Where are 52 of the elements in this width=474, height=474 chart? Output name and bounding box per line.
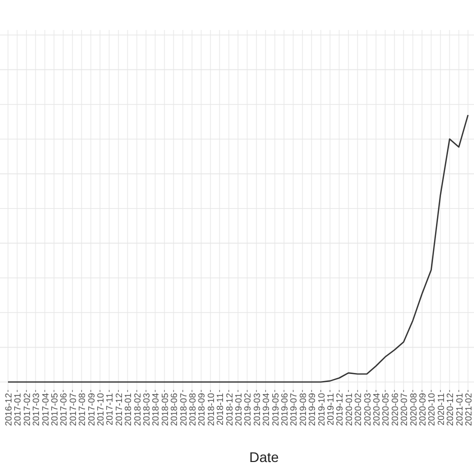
x-tick-label: 2017-09 <box>86 393 96 426</box>
x-tick-label: 2019-02 <box>242 393 253 426</box>
x-tick-label: 2019-01 <box>234 393 244 426</box>
x-tick-label: 2018-12 <box>224 393 234 426</box>
x-tick-label: 2019-06 <box>280 393 290 426</box>
x-tick-label: 2020-03 <box>362 393 372 426</box>
x-tick-label: 2017-03 <box>31 393 42 426</box>
x-tick-label: 2020-04 <box>372 393 382 426</box>
x-tick-label: 2019-08 <box>298 393 308 426</box>
x-tick-label: 2019-09 <box>307 393 318 426</box>
x-tick-label: 2018-11 <box>215 393 226 426</box>
x-tick-label: 2017-02 <box>22 393 32 426</box>
x-tick-label: 2017-11 <box>104 393 115 426</box>
x-tick-label: 2019-04 <box>261 393 272 426</box>
x-tick-label: 2018-10 <box>206 393 216 426</box>
x-tick-label: 2020-09 <box>418 393 428 426</box>
x-tick-label: 2018-07 <box>178 393 188 426</box>
x-tick-label: 2018-06 <box>169 393 180 426</box>
x-tick-label: 2018-04 <box>150 393 161 426</box>
x-tick-label: 2019-11 <box>326 393 336 426</box>
x-tick-label: 2019-07 <box>288 393 299 426</box>
x-tick-label: 2020-08 <box>408 393 418 426</box>
x-axis-title: Date <box>249 449 279 465</box>
x-tick-label: 2017-04 <box>40 393 50 426</box>
x-tick-label: 2017-06 <box>58 393 69 426</box>
x-tick-label: 2020-10 <box>426 393 437 426</box>
x-tick-label: 2020-12 <box>445 393 456 426</box>
x-tick-label: 2017-01 <box>12 393 23 426</box>
x-tick-label: 2017-10 <box>96 393 106 426</box>
x-tick-label: 2019-03 <box>252 393 262 426</box>
x-tick-label: 2018-09 <box>196 393 207 426</box>
x-tick-label: 2017-12 <box>114 393 124 426</box>
x-tick-label: 2019-12 <box>334 393 345 426</box>
x-tick-label: 2020-02 <box>353 393 364 426</box>
x-tick-label: 2017-08 <box>77 393 88 426</box>
x-tick-label: 2020-11 <box>436 393 446 426</box>
x-tick-label: 2021-01 <box>454 393 464 426</box>
x-tick-label: 2018-05 <box>160 393 170 426</box>
x-tick-label: 2020-07 <box>399 393 410 426</box>
x-tick-label: 2020-01 <box>344 393 354 426</box>
x-tick-label: 2021-02 <box>464 393 474 426</box>
x-tick-label: 2020-05 <box>380 393 391 426</box>
x-tick-label: 2019-05 <box>270 393 280 426</box>
x-tick-label: 2018-02 <box>132 393 142 426</box>
x-tick-label: 2017-07 <box>68 393 78 426</box>
x-tick-label: 2019-10 <box>316 393 326 426</box>
x-tick-label: 2018-08 <box>188 393 198 426</box>
x-tick-label: 2020-06 <box>390 393 400 426</box>
x-tick-label: 2018-03 <box>142 393 152 426</box>
x-tick-label: 2017-05 <box>50 393 60 426</box>
x-tick-label: 2018-01 <box>123 393 134 426</box>
x-tick-label: 2016-12 <box>4 393 14 426</box>
